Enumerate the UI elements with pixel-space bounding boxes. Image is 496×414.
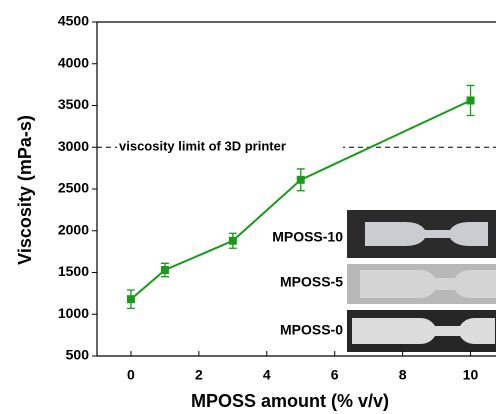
specimen xyxy=(352,318,495,344)
inset-photos xyxy=(347,210,496,352)
x-tick-label: 0 xyxy=(127,367,135,383)
inset-label: MPOSS-0 xyxy=(280,322,343,338)
x-tick-label: 2 xyxy=(195,367,203,383)
data-point xyxy=(229,237,237,245)
x-tick-label: 10 xyxy=(463,367,479,383)
chart: Viscosity (mPa-s) MPOSS amount (% v/v) 5… xyxy=(0,0,496,414)
x-tick-label: 4 xyxy=(263,367,271,383)
x-axis-label: MPOSS amount (% v/v) xyxy=(191,391,389,411)
x-tick-label: 8 xyxy=(399,367,407,383)
y-tick-label: 4500 xyxy=(58,13,89,29)
y-axis-label: Viscosity (mPa-s) xyxy=(15,115,35,265)
y-tick-label: 3500 xyxy=(58,96,89,112)
x-tick-label: 6 xyxy=(331,367,339,383)
y-tick-label: 2500 xyxy=(58,180,89,196)
data-point xyxy=(467,96,475,104)
specimen xyxy=(360,270,496,298)
data-point xyxy=(297,176,305,184)
inset-label: MPOSS-5 xyxy=(280,274,343,290)
reference-label: viscosity limit of 3D printer xyxy=(119,139,286,154)
y-tick-label: 3000 xyxy=(58,138,89,154)
y-tick-label: 2000 xyxy=(58,221,89,237)
data-point xyxy=(161,266,169,274)
y-tick-label: 500 xyxy=(66,347,90,363)
inset-label: MPOSS-10 xyxy=(272,229,343,245)
y-tick-label: 4000 xyxy=(58,54,89,70)
y-tick-label: 1500 xyxy=(58,263,89,279)
y-tick-label: 1000 xyxy=(58,305,89,321)
data-point xyxy=(127,295,135,303)
